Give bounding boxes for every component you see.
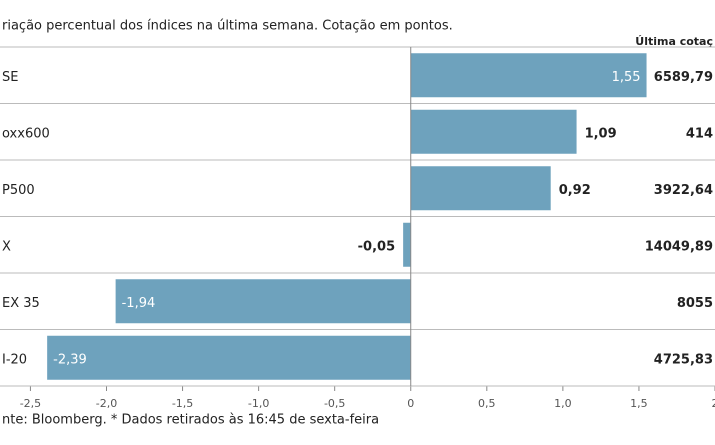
last-quote: 14049,89: [645, 239, 713, 254]
x-tick-label: -1,5: [172, 397, 193, 410]
category-label: I-20: [2, 352, 27, 367]
category-label: EX 35: [2, 296, 40, 311]
x-tick-label: 0,5: [478, 397, 496, 410]
value-label: -0,05: [358, 239, 395, 254]
x-tick-label: 1,0: [554, 397, 572, 410]
bar: [410, 53, 647, 98]
value-label: 1,55: [612, 70, 641, 85]
last-quote: 3922,64: [654, 183, 713, 198]
value-label: -2,39: [53, 352, 87, 367]
bar: [115, 279, 411, 324]
bar: [410, 166, 551, 211]
bar: [410, 109, 577, 154]
category-label: SE: [2, 70, 18, 85]
x-tick-label: -0,5: [324, 397, 345, 410]
category-label: oxx600: [2, 126, 50, 141]
x-tick-label: 1,5: [630, 397, 648, 410]
last-quote: 8055: [677, 296, 713, 311]
category-label: P500: [2, 183, 35, 198]
last-quote: 414: [686, 126, 713, 141]
value-label: 0,92: [559, 183, 591, 198]
category-label: X: [2, 239, 11, 254]
bar: [47, 335, 411, 380]
value-label: -1,94: [122, 296, 156, 311]
last-quote: 4725,83: [654, 352, 713, 367]
x-tick-label: 2: [712, 397, 715, 410]
footnote: nte: Bloomberg. * Dados retirados às 16:…: [2, 413, 379, 428]
x-tick-label: -2,5: [20, 397, 41, 410]
value-label: 1,09: [585, 126, 617, 141]
bar: [403, 222, 411, 267]
x-tick-label: -1,0: [248, 397, 269, 410]
last-quote: 6589,79: [654, 70, 713, 85]
chart-title: riação percentual dos índices na última …: [2, 19, 453, 34]
x-tick-label: -2,0: [96, 397, 117, 410]
column-header: Última cotaç: [635, 35, 713, 48]
x-tick-label: 0: [407, 397, 414, 410]
